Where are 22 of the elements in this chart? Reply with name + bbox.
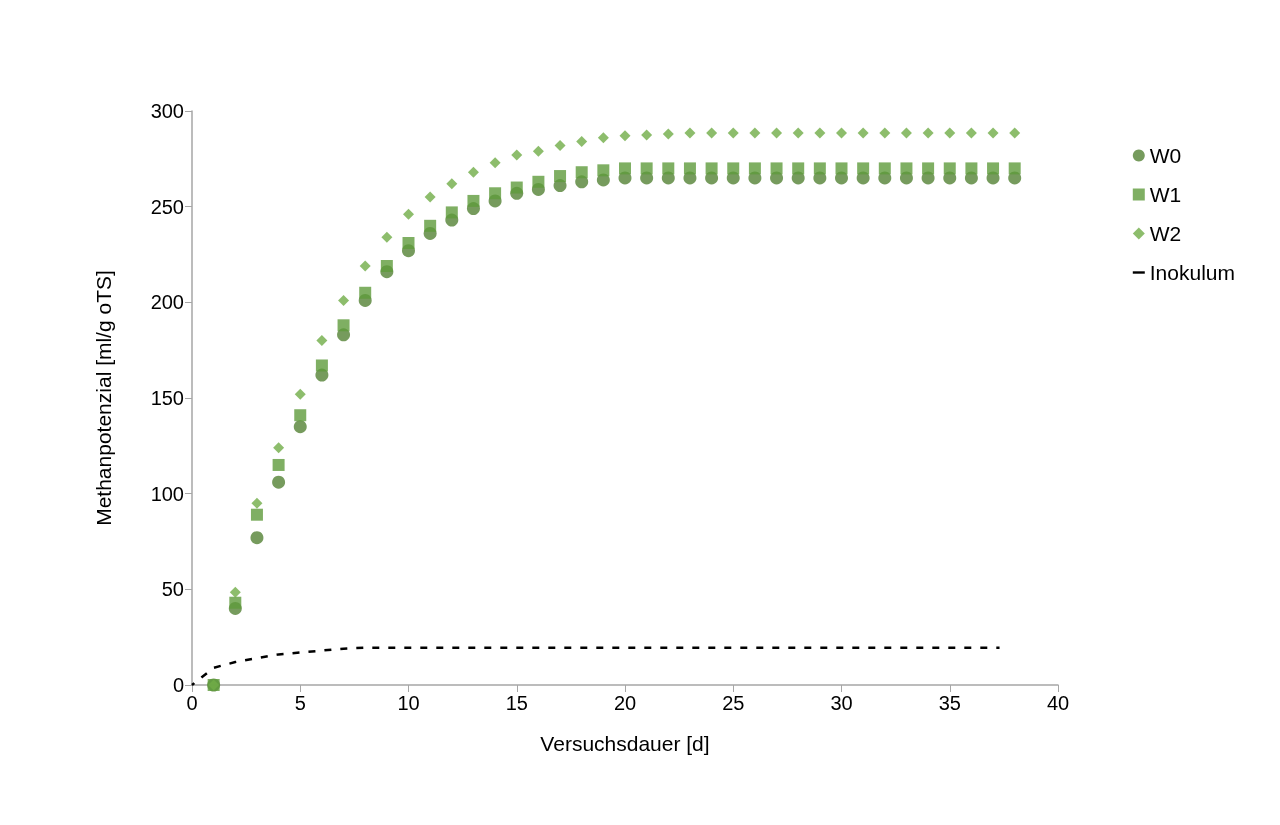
legend-label: W2 (1149, 222, 1182, 245)
legend-label: Inokulum (1149, 261, 1236, 284)
x-tick-label: 30 (830, 692, 853, 714)
legend-label: W1 (1149, 183, 1182, 206)
x-tick-label: 5 (294, 692, 306, 714)
y-tick-label: 0 (172, 674, 184, 696)
x-tick-label: 10 (397, 692, 420, 714)
y-tick-label: 50 (161, 578, 184, 601)
x-tick-label: 15 (505, 692, 528, 714)
y-tick-label: 200 (150, 291, 184, 314)
x-tick-label: 35 (938, 692, 961, 714)
y-tick-label: 250 (150, 195, 184, 218)
x-tick-label: 40 (1046, 692, 1070, 714)
x-tick-label: 20 (613, 692, 637, 714)
y-tick-label: 150 (150, 387, 184, 409)
legend-label: W0 (1149, 144, 1182, 167)
x-axis-title: Versuchsdauer [d] (540, 732, 710, 755)
x-tick-label: 0 (186, 692, 198, 714)
x-tick-label: 25 (722, 692, 745, 714)
y-axis-title: Methanpotenzial [ml/g oTS] (92, 270, 115, 526)
y-tick-label: 100 (150, 482, 184, 505)
y-tick-label: 300 (150, 100, 184, 122)
